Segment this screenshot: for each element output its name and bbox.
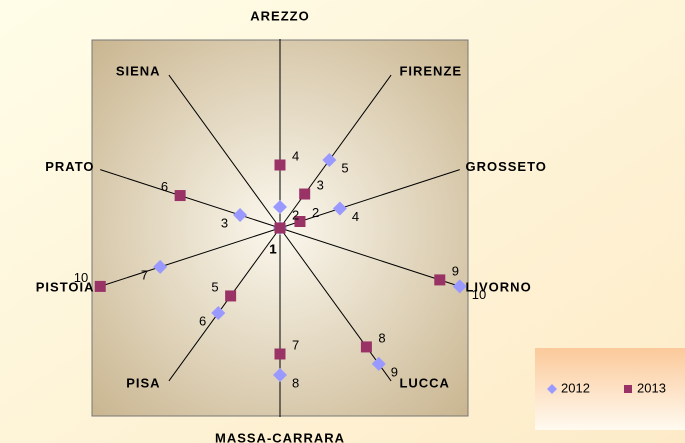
data-label: 5 (341, 160, 348, 175)
spoke (100, 227, 281, 287)
marker (274, 159, 286, 171)
marker (332, 201, 347, 216)
category-label: MASSA-CARRARA (215, 430, 345, 443)
legend-marker (624, 385, 632, 393)
data-label: 2 (292, 207, 299, 222)
spoke (168, 227, 281, 382)
category-label: GROSSETO (465, 159, 546, 174)
marker (225, 290, 237, 302)
data-label: 7 (292, 337, 299, 352)
category-label: PRATO (45, 159, 94, 174)
category-label: AREZZO (250, 8, 309, 23)
marker (274, 348, 286, 360)
data-label: 7 (141, 267, 148, 282)
marker (294, 216, 306, 228)
category-label: LIVORNO (465, 280, 531, 295)
legend-box (535, 348, 685, 430)
data-label: 2 (312, 205, 319, 220)
marker (434, 274, 446, 286)
marker (360, 341, 372, 353)
legend-marker (547, 384, 557, 394)
data-label: 4 (292, 148, 299, 163)
spoke (279, 227, 392, 382)
legend-label: 2013 (637, 380, 666, 395)
data-label: 3 (317, 177, 324, 192)
marker (452, 279, 467, 294)
category-label: SIENA (116, 63, 161, 78)
data-label: 3 (221, 215, 228, 230)
marker (174, 190, 186, 202)
data-label: 1 (269, 241, 276, 256)
data-label: 8 (378, 330, 385, 345)
data-label: 9 (391, 364, 398, 379)
spoke (100, 169, 281, 229)
data-label: 10 (472, 287, 486, 302)
data-label: 6 (199, 313, 206, 328)
marker (273, 368, 287, 382)
marker (211, 305, 226, 320)
data-label: 4 (352, 209, 359, 224)
marker (299, 188, 311, 200)
data-label: 10 (74, 270, 88, 285)
category-label: LUCCA (399, 376, 450, 391)
marker (322, 153, 337, 168)
data-label: 5 (211, 279, 218, 294)
marker (274, 222, 286, 234)
data-label: 9 (452, 263, 459, 278)
category-label: PISTOIA (36, 280, 95, 295)
spoke (279, 74, 392, 229)
legend-label: 2012 (561, 380, 590, 395)
category-label: FIRENZE (399, 63, 462, 78)
marker (273, 200, 287, 214)
data-label: 6 (161, 179, 168, 194)
marker (233, 208, 248, 223)
data-label: 1 (269, 241, 276, 256)
marker (94, 280, 106, 292)
marker (371, 356, 386, 371)
category-label: PISA (126, 376, 160, 391)
spoke (279, 169, 460, 229)
spoke (279, 227, 460, 287)
marker (153, 259, 168, 274)
data-label: 8 (292, 375, 299, 390)
spoke (168, 74, 281, 229)
